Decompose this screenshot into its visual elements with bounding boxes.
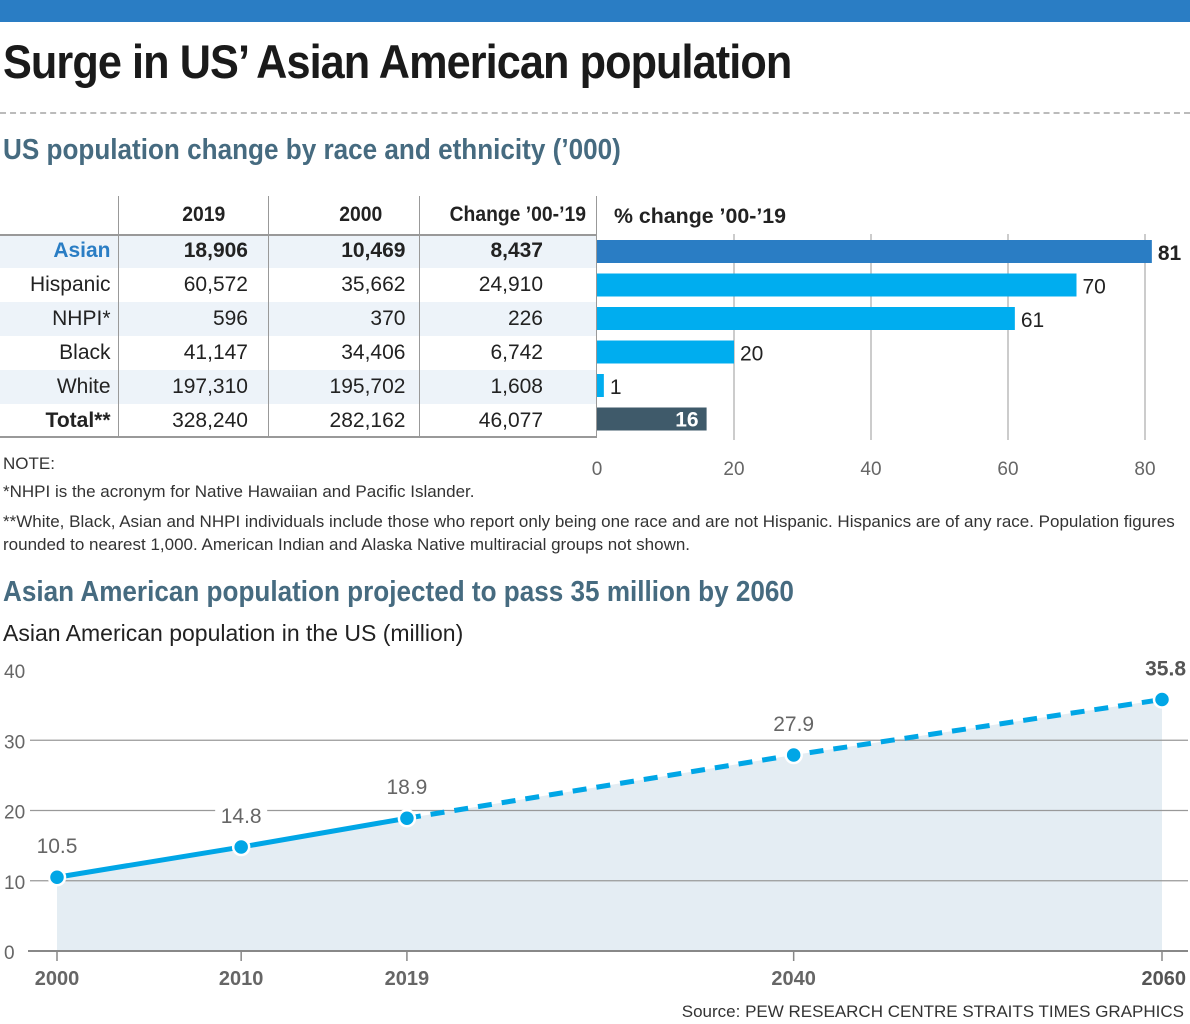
cell-change: 1,608: [439, 370, 597, 404]
cell-2019: 60,572: [183, 273, 248, 296]
data-label-bg: [767, 707, 820, 734]
table-divider: [118, 196, 119, 438]
table-header-row: 2019 2000 Change ’00-’19: [0, 196, 597, 234]
data-label: 35.8: [1145, 658, 1186, 681]
bar-chart-title: % change ’00-’19: [614, 205, 786, 228]
cell-change: 24,910: [478, 273, 543, 296]
x-tick-label: 20: [723, 459, 744, 480]
x-tick-label: 2000: [35, 968, 80, 990]
cell-2000: 34,406: [341, 341, 406, 364]
bar-asian: [597, 240, 1152, 263]
bar-hispanic: [597, 273, 1077, 297]
y-tick-label: 10: [4, 873, 25, 894]
table-divider: [596, 196, 597, 438]
population-table: 2019 2000 Change ’00-’19 Asian 18,906 10…: [0, 196, 597, 438]
data-point: [231, 837, 251, 857]
cell-2000: 370: [281, 302, 440, 336]
cell-2000: 35,662: [341, 273, 406, 296]
note-heading: NOTE:: [3, 454, 55, 473]
table-row: White 197,310 195,702 1,608: [0, 370, 597, 404]
cell-2000: 282,162: [329, 409, 406, 432]
table-rule: [0, 436, 597, 438]
population-line-chart: 0 10 20 30 40 2000 10.5 2010 14.8 2019 18.9 2040 27.…: [4, 658, 1188, 990]
row-label: Total**: [45, 409, 111, 432]
bar-value-label: 1: [610, 376, 622, 399]
section2-title: Asian American population projected to p…: [3, 576, 794, 608]
table-row: NHPI* 596 370 226: [0, 302, 597, 336]
data-label-bg: [215, 799, 268, 826]
x-tick-label: 2019: [385, 968, 430, 990]
x-tick-label: 0: [592, 459, 603, 480]
table-row: Total** 328,240 282,162 46,077: [0, 404, 597, 438]
data-label-bg: [31, 829, 83, 856]
bar-white: [597, 374, 604, 397]
cell-2000: 195,702: [281, 370, 440, 404]
cell-change: 6,742: [490, 341, 543, 364]
y-tick-label: 20: [4, 803, 25, 824]
x-tick-label: 60: [997, 459, 1018, 480]
x-tick-label: 2060: [1142, 968, 1187, 990]
divider: [0, 112, 1190, 114]
x-tick-label: 80: [1134, 459, 1155, 480]
data-point: [784, 745, 803, 765]
area-fill: [57, 699, 1162, 951]
row-label: NHPI*: [0, 302, 125, 336]
data-label: 10.5: [37, 835, 78, 858]
table-header: 2000: [339, 203, 383, 226]
cell-2019: 596: [124, 302, 282, 336]
table-header: Change ’00-’19: [450, 203, 587, 226]
data-label: 27.9: [773, 713, 814, 736]
bar-nhpi: [597, 307, 1015, 330]
x-tick-label: 2010: [219, 968, 264, 990]
cell-2000: 10,469: [281, 234, 440, 268]
x-tick-label: 2040: [771, 968, 816, 990]
bar-value-label: 61: [1021, 309, 1044, 332]
data-label: 14.8: [221, 805, 262, 828]
cell-2019: 18,906: [124, 234, 282, 268]
cell-2019: 197,310: [124, 370, 282, 404]
cell-change: 46,077: [478, 409, 543, 432]
row-label: White: [0, 370, 125, 404]
row-label: Black: [59, 341, 111, 364]
bar-total: [597, 407, 707, 431]
data-point: [1152, 690, 1172, 709]
bar-value-label: 70: [1083, 276, 1106, 299]
y-tick-label: 0: [4, 943, 15, 964]
page-title: Surge in US’ Asian American population: [3, 35, 792, 88]
note-1: *NHPI is the acronym for Native Hawaiian…: [3, 482, 475, 501]
row-label: Asian: [0, 234, 125, 268]
data-label-bg: [380, 770, 433, 797]
table-row: Asian 18,906 10,469 8,437: [0, 234, 597, 268]
table-rule: [0, 234, 597, 236]
source-credit: Source: PEW RESEARCH CENTRE STRAITS TIME…: [681, 1002, 1184, 1021]
percent-change-bar-chart: % change ’00-’19 0 20 40 60 80 81 70 61 20 1 16: [592, 205, 1182, 480]
table-divider: [268, 196, 269, 438]
cell-change: 226: [439, 302, 597, 336]
table-row: Black 41,147 34,406 6,742: [0, 336, 597, 370]
line-chart-title: Asian American population in the US (mil…: [3, 620, 464, 646]
data-point: [397, 808, 417, 828]
bar-value-label: 20: [740, 343, 763, 366]
section1-title: US population change by race and ethnici…: [3, 134, 621, 166]
table-row: Hispanic 60,572 35,662 24,910: [0, 268, 597, 302]
data-point: [47, 867, 67, 887]
top-bar: [0, 0, 1190, 22]
y-tick-label: 40: [4, 662, 25, 683]
bar-black: [597, 340, 734, 364]
table-header: 2019: [181, 203, 225, 226]
cell-change: 8,437: [439, 234, 597, 268]
cell-2019: 328,240: [172, 409, 248, 432]
table-divider: [419, 196, 420, 438]
data-label: 18.9: [386, 776, 427, 799]
x-tick-label: 40: [860, 459, 881, 480]
bar-value-label: 16: [675, 409, 698, 432]
bar-value-label: 81: [1158, 242, 1182, 265]
row-label: Hispanic: [29, 273, 111, 296]
y-tick-label: 30: [4, 732, 25, 753]
cell-2019: 41,147: [183, 341, 248, 364]
note-2: **White, Black, Asian and NHPI individua…: [3, 512, 1175, 554]
